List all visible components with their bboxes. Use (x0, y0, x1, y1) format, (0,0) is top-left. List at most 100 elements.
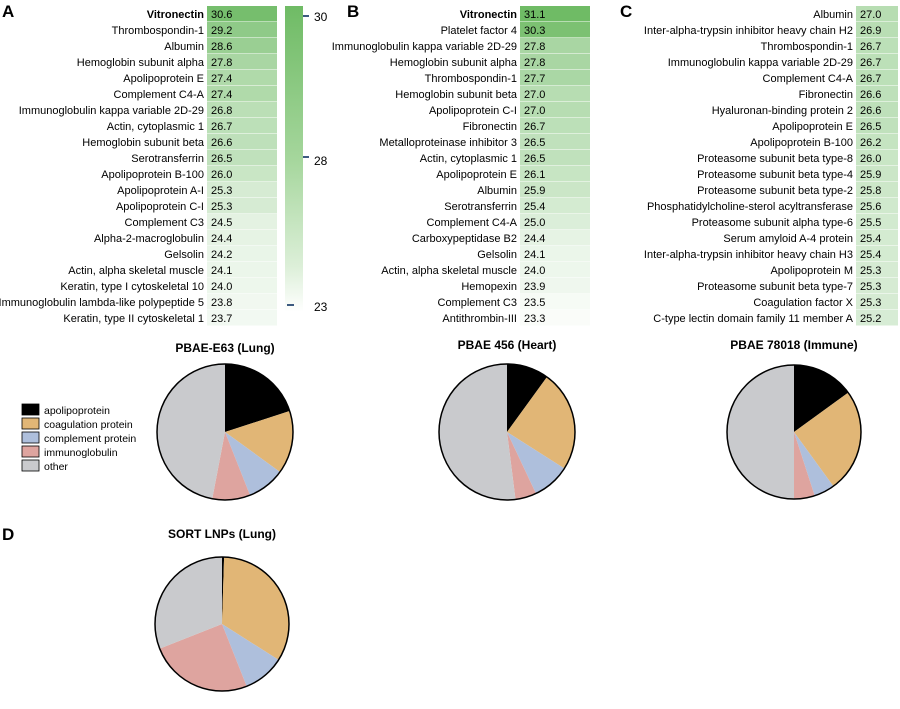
heat-cell (856, 118, 898, 134)
heat-cell (520, 182, 590, 198)
protein-value: 26.5 (211, 153, 232, 165)
heat-cell (856, 54, 898, 70)
heat-cell (520, 38, 590, 54)
heat-cell (207, 118, 277, 134)
pie-outline (438, 363, 576, 501)
pie-slice-coagulation-protein (507, 376, 575, 469)
heat-cell (520, 198, 590, 214)
protein-name: Keratin, type II cytoskeletal 1 (63, 313, 204, 325)
heat-cell (856, 70, 898, 86)
heat-cell (520, 134, 590, 150)
protein-name: Thrombospondin-1 (425, 73, 517, 85)
protein-name: Apolipoprotein M (770, 265, 853, 277)
color-scale-tick-label: 30 (314, 10, 328, 24)
heat-cell (520, 6, 590, 22)
heat-cell (207, 214, 277, 230)
pie-chart-b (438, 363, 576, 501)
legend-swatch-other (21, 459, 40, 472)
heat-cell (207, 310, 277, 326)
protein-name: Immunoglobulin lambda-like polypeptide 5 (0, 297, 204, 309)
pie-outline (156, 363, 294, 501)
heat-cell (207, 134, 277, 150)
protein-value: 27.0 (524, 89, 545, 101)
heat-cell (207, 38, 277, 54)
heat-cell (856, 262, 898, 278)
protein-value: 24.2 (211, 249, 232, 261)
protein-value: 26.5 (524, 153, 545, 165)
heat-cell (207, 262, 277, 278)
legend-label-coagulation: coagulation protein (44, 419, 133, 431)
protein-name: Immunoglobulin kappa variable 2D-29 (668, 57, 853, 69)
protein-name: Apolipoprotein C-I (116, 201, 204, 213)
protein-value: 25.4 (860, 249, 881, 261)
heat-cell (207, 182, 277, 198)
protein-name: Actin, alpha skeletal muscle (381, 265, 517, 277)
heat-cell (207, 198, 277, 214)
pie-slice-coagulation-protein (225, 410, 293, 472)
heat-cell (856, 134, 898, 150)
protein-name: Hemoglobin subunit beta (82, 137, 205, 149)
protein-name: Serotransferrin (444, 201, 517, 213)
heat-cell (207, 102, 277, 118)
protein-name: Vitronectin (460, 9, 518, 21)
protein-value: 24.0 (524, 265, 545, 277)
pie-slice-complement-protein (222, 624, 279, 687)
pie-slice-other (438, 363, 516, 500)
protein-name: Hemoglobin subunit alpha (77, 57, 205, 69)
protein-value: 23.7 (211, 313, 232, 325)
protein-table-c: Albumin 27.0 Inter-alpha-trypsin inhibitor… (644, 6, 898, 326)
heat-cell (520, 310, 590, 326)
pie-title-b: PBAE 456 (Heart) (458, 338, 557, 352)
protein-name: Complement C4-A (763, 73, 854, 85)
protein-name: Apolipoprotein B-100 (750, 137, 853, 149)
protein-name: Keratin, type I cytoskeletal 10 (60, 281, 204, 293)
color-scale-tick-label: 23 (314, 300, 328, 314)
color-scale-tick-label: 28 (314, 154, 328, 168)
protein-name: Apolipoprotein E (772, 121, 853, 133)
protein-name: Antithrombin-III (442, 313, 517, 325)
heat-cell (856, 86, 898, 102)
protein-name: Inter-alpha-trypsin inhibitor heavy chai… (644, 25, 853, 37)
protein-value: 25.3 (860, 297, 881, 309)
protein-name: Fibronectin (799, 89, 853, 101)
pie-title-a: PBAE-E63 (Lung) (175, 341, 274, 355)
pie-title-c: PBAE 78018 (Immune) (730, 338, 857, 352)
heat-cell (207, 230, 277, 246)
heat-cell (856, 214, 898, 230)
protein-value: 27.8 (211, 57, 232, 69)
pie-chart-a (156, 363, 294, 501)
heat-cell (207, 150, 277, 166)
heat-cell (856, 150, 898, 166)
color-scale-bar: 30 28 23 (285, 6, 328, 314)
heat-cell (520, 214, 590, 230)
protein-name: Apolipoprotein B-100 (101, 169, 204, 181)
heat-cell (520, 54, 590, 70)
heat-cell (520, 118, 590, 134)
pie-outline (726, 364, 862, 500)
heat-cell (207, 246, 277, 262)
protein-value: 24.1 (211, 265, 232, 277)
protein-name: Platelet factor 4 (441, 25, 517, 37)
pie-slice-complement-protein (794, 432, 834, 496)
pie-slice-apolipoprotein (222, 556, 225, 624)
protein-name: Alpha-2-macroglobulin (94, 233, 204, 245)
protein-value: 26.0 (211, 169, 232, 181)
protein-value: 26.6 (860, 89, 881, 101)
protein-value: 24.0 (211, 281, 232, 293)
protein-name: Vitronectin (147, 9, 205, 21)
protein-value: 25.9 (860, 169, 881, 181)
pie-slice-apolipoprotein (507, 364, 547, 432)
pie-slice-coagulation-protein (794, 392, 861, 487)
protein-value: 29.2 (211, 25, 232, 37)
legend-swatch-apolipoprotein (21, 403, 40, 416)
protein-value: 27.7 (524, 73, 545, 85)
pie-slice-immunoglobulin (212, 432, 251, 501)
protein-name: Gelsolin (477, 249, 517, 261)
heat-cell (856, 6, 898, 22)
protein-name: Actin, cytoplasmic 1 (107, 121, 204, 133)
protein-name: Serotransferrin (131, 153, 204, 165)
protein-value: 24.4 (211, 233, 232, 245)
protein-value: 26.2 (860, 137, 881, 149)
protein-name: Coagulation factor X (753, 297, 853, 309)
